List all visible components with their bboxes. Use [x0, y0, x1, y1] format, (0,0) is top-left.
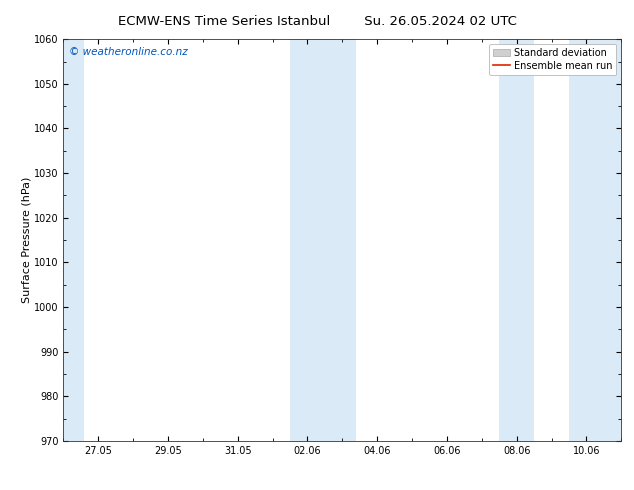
Text: © weatheronline.co.nz: © weatheronline.co.nz [69, 47, 188, 57]
Bar [325, 39, 356, 441]
Bar [500, 39, 534, 441]
Y-axis label: Surface Pressure (hPa): Surface Pressure (hPa) [21, 177, 31, 303]
Bar [63, 39, 84, 441]
Legend: Standard deviation, Ensemble mean run: Standard deviation, Ensemble mean run [489, 44, 616, 75]
Text: ECMW-ENS Time Series Istanbul        Su. 26.05.2024 02 UTC: ECMW-ENS Time Series Istanbul Su. 26.05.… [117, 15, 517, 28]
Bar [569, 39, 625, 441]
Bar [290, 39, 325, 441]
